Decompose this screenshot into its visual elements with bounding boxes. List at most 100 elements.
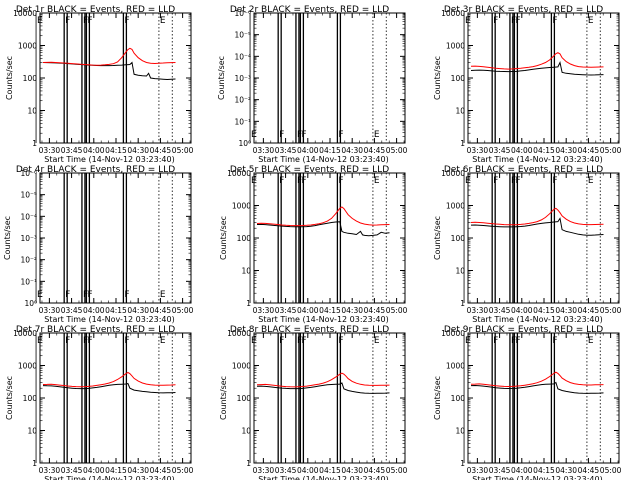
y-tick-label: 100 bbox=[451, 234, 466, 243]
eclipse-flag-label: E bbox=[588, 176, 594, 186]
x-tick-label: 03:30 bbox=[253, 146, 275, 155]
x-tick-label: 03:30 bbox=[39, 466, 61, 475]
y-axis-title: Counts/sec bbox=[5, 376, 14, 420]
y-tick-label: 10 bbox=[455, 427, 465, 436]
x-tick-label: 04:00 bbox=[511, 306, 533, 315]
x-tick-label: 05:00 bbox=[386, 146, 408, 155]
lld-series-line bbox=[470, 52, 604, 70]
x-tick-label: 04:00 bbox=[83, 466, 105, 475]
y-tick-label: 1 bbox=[246, 459, 251, 468]
x-tick-label: 04:00 bbox=[83, 146, 105, 155]
plot-panel: Det 7r BLACK = Events, RED = LLD 1 10 100 10… bbox=[5, 325, 194, 480]
y-tick-label: 10000 bbox=[227, 329, 251, 338]
y-tick-label: 100 bbox=[451, 74, 466, 83]
x-tick-label: 03:30 bbox=[467, 466, 489, 475]
x-tick-label: 04:30 bbox=[341, 146, 363, 155]
x-tick-label: 04:45 bbox=[150, 466, 172, 475]
x-tick-label: 04:30 bbox=[555, 146, 577, 155]
y-tick-label: 1000 bbox=[232, 362, 251, 371]
y-axis-title: Counts/sec bbox=[3, 216, 12, 260]
y-tick-label: 10⁰ bbox=[24, 299, 37, 308]
x-tick-label: 04:30 bbox=[127, 306, 149, 315]
y-tick-label: 10⁻⁴ bbox=[234, 52, 251, 61]
plot-title: Det 1r BLACK = Events, RED = LLD bbox=[16, 5, 175, 15]
y-tick-label: 10 bbox=[27, 107, 37, 116]
x-tick-label: 03:30 bbox=[467, 306, 489, 315]
x-tick-label: 05:00 bbox=[600, 306, 622, 315]
x-axis-title: Start Time (14-Nov-12 03:23:40) bbox=[258, 315, 388, 324]
y-tick-label: 10⁻⁶ bbox=[20, 169, 37, 178]
plot-title: Det 2r BLACK = Events, RED = LLD bbox=[230, 5, 389, 15]
x-axis-title: Start Time (14-Nov-12 03:23:40) bbox=[258, 475, 388, 480]
y-tick-label: 1 bbox=[246, 299, 251, 308]
x-tick-label: 04:00 bbox=[83, 306, 105, 315]
y-tick-label: 10 bbox=[241, 427, 251, 436]
x-tick-label: 03:30 bbox=[253, 306, 275, 315]
x-tick-label: 05:00 bbox=[172, 146, 194, 155]
x-tick-label: 04:45 bbox=[364, 146, 386, 155]
lld-series-line bbox=[470, 207, 604, 226]
plot-panel: Det 9r BLACK = Events, RED = LLD 1 10 100 10… bbox=[433, 325, 622, 480]
events-series-line bbox=[42, 61, 176, 81]
y-tick-label: 10⁻³ bbox=[234, 74, 251, 83]
lld-series-line bbox=[256, 372, 390, 388]
x-tick-label: 04:00 bbox=[297, 306, 319, 315]
plot-frame bbox=[39, 12, 192, 144]
plot-frame bbox=[39, 332, 192, 464]
eclipse-flag-label: E bbox=[374, 176, 380, 186]
plot-frame bbox=[467, 12, 620, 144]
y-tick-label: 10 bbox=[455, 267, 465, 276]
x-axis-title: Start Time (14-Nov-12 03:23:40) bbox=[472, 475, 602, 480]
y-tick-label: 10 bbox=[27, 427, 37, 436]
plot-frame bbox=[39, 172, 192, 304]
x-tick-label: 03:45 bbox=[275, 306, 297, 315]
plot-title: Det 6r BLACK = Events, RED = LLD bbox=[444, 165, 603, 175]
y-tick-label: 1000 bbox=[18, 42, 37, 51]
x-tick-label: 04:45 bbox=[578, 146, 600, 155]
y-axis-title: Counts/sec bbox=[217, 56, 226, 100]
x-tick-label: 03:30 bbox=[39, 306, 61, 315]
x-tick-label: 03:30 bbox=[39, 146, 61, 155]
x-tick-label: 05:00 bbox=[600, 466, 622, 475]
x-tick-label: 05:00 bbox=[172, 306, 194, 315]
plot-frame bbox=[253, 12, 406, 144]
y-tick-label: 10⁰ bbox=[238, 139, 251, 148]
events-series-line bbox=[256, 221, 390, 237]
plot-panel: Det 2r BLACK = Events, RED = LLD 10⁰ 10⁻¹ 1… bbox=[217, 5, 408, 164]
y-tick-label: 10 bbox=[455, 107, 465, 116]
plot-title: Det 5r BLACK = Events, RED = LLD bbox=[230, 165, 389, 175]
y-tick-label: 10000 bbox=[441, 329, 465, 338]
x-axis-title: Start Time (14-Nov-12 03:23:40) bbox=[44, 155, 174, 164]
x-axis-title: Start Time (14-Nov-12 03:23:40) bbox=[44, 315, 174, 324]
y-tick-label: 10 bbox=[241, 267, 251, 276]
x-tick-label: 04:30 bbox=[341, 466, 363, 475]
x-axis-title: Start Time (14-Nov-12 03:23:40) bbox=[472, 315, 602, 324]
y-axis-title: Counts/sec bbox=[219, 216, 228, 260]
y-axis-title: Counts/sec bbox=[219, 376, 228, 420]
x-axis-title: Start Time (14-Nov-12 03:23:40) bbox=[472, 155, 602, 164]
x-tick-label: 05:00 bbox=[386, 306, 408, 315]
x-tick-label: 04:15 bbox=[319, 146, 341, 155]
eclipse-flag-label: E bbox=[374, 336, 380, 346]
y-tick-label: 100 bbox=[237, 394, 252, 403]
x-tick-label: 03:45 bbox=[61, 306, 83, 315]
x-axis-title: Start Time (14-Nov-12 03:23:40) bbox=[44, 475, 174, 480]
y-axis-title: Counts/sec bbox=[433, 376, 442, 420]
x-axis-title: Start Time (14-Nov-12 03:23:40) bbox=[258, 155, 388, 164]
x-tick-label: 04:15 bbox=[105, 146, 127, 155]
plot-panel: Det 8r BLACK = Events, RED = LLD 1 10 100 10… bbox=[219, 325, 408, 480]
y-tick-label: 10000 bbox=[441, 169, 465, 178]
plot-panel: Det 1r BLACK = Events, RED = LLD 1 10 100 10… bbox=[5, 5, 194, 164]
eclipse-flag-label: E bbox=[588, 336, 594, 346]
x-tick-label: 04:15 bbox=[319, 466, 341, 475]
plot-title: Det 9r BLACK = Events, RED = LLD bbox=[444, 325, 603, 335]
x-tick-label: 03:30 bbox=[253, 466, 275, 475]
x-tick-label: 04:30 bbox=[555, 306, 577, 315]
x-tick-label: 04:45 bbox=[150, 306, 172, 315]
x-tick-label: 04:15 bbox=[319, 306, 341, 315]
events-series-line bbox=[256, 382, 390, 394]
x-tick-label: 04:45 bbox=[578, 466, 600, 475]
plot-frame bbox=[253, 332, 406, 464]
eclipse-flag-label: E bbox=[160, 16, 166, 26]
y-tick-label: 1000 bbox=[232, 202, 251, 211]
